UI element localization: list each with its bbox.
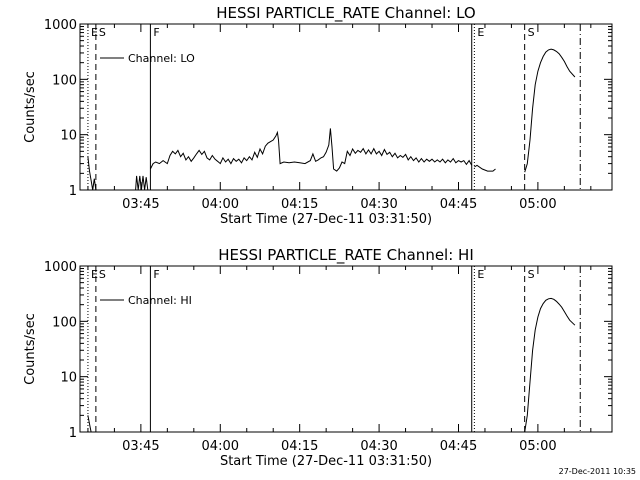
series-line [524,297,576,433]
x-tick-label: 03:45 [122,439,159,454]
panel-lo: HESSI PARTICLE_RATE Channel: LO Counts/s… [23,4,613,227]
series-line [474,164,496,172]
marker-label: S [99,26,106,39]
x-tick-label: 05:00 [519,439,556,454]
series-line [87,415,92,433]
y-tick-label: 10 [60,371,77,386]
y-tick-label: 1 [69,426,77,441]
marker-label: E [477,268,484,281]
x-tick-label: 04:00 [202,439,239,454]
axis-ticks: 03:45 04:00 04:15 04:30 04:45 05:00 1 10 100 1000 [44,18,612,212]
marker-label: F [153,268,159,281]
series-line [135,175,149,191]
x-axis-label: Start Time (27-Dec-11 03:31:50) [220,212,432,227]
y-tick-label: 1 [69,184,77,199]
x-tick-label: 04:15 [281,439,318,454]
x-tick-label: 04:45 [440,197,477,212]
series-line [87,156,97,191]
marker-label: E [477,26,484,39]
y-tick-label: 100 [52,315,77,330]
plot-frame [79,265,613,433]
footer-timestamp: 27-Dec-2011 10:35 [559,467,636,476]
series-lines [87,297,576,433]
y-tick-label: 1000 [44,260,77,275]
marker-label: S [528,26,535,39]
marker-label: E [91,268,98,281]
x-tick-label: 04:00 [202,197,239,212]
marker-label: F [153,26,159,39]
marker-label: E [91,26,98,39]
y-tick-label: 100 [52,73,77,88]
legend: Channel: LO [100,52,195,65]
x-tick-label: 04:30 [360,197,397,212]
legend: Channel: HI [100,294,192,307]
x-tick-label: 04:30 [360,439,397,454]
x-axis-label: Start Time (27-Dec-11 03:31:50) [220,454,432,469]
y-tick-label: 1000 [44,18,77,33]
x-tick-label: 03:45 [122,197,159,212]
series-line [149,128,473,172]
x-tick-label: 04:15 [281,197,318,212]
chart-title: HESSI PARTICLE_RATE Channel: HI [218,246,474,265]
axis-ticks: 03:45 04:00 04:15 04:30 04:45 05:00 1 10 100 1000 [44,260,612,454]
legend-label: Channel: LO [128,52,195,65]
panel-hi: HESSI PARTICLE_RATE Channel: HI Counts/s… [23,246,613,469]
marker-label: S [99,268,106,281]
marker-label: S [528,268,535,281]
x-tick-label: 04:45 [440,439,477,454]
y-axis-label: Counts/sec [23,313,38,385]
series-lines [87,48,576,191]
x-tick-label: 05:00 [519,197,556,212]
plot-frame [79,23,613,191]
chart-title: HESSI PARTICLE_RATE Channel: LO [216,4,475,23]
y-tick-label: 10 [60,129,77,144]
y-axis-label: Counts/sec [23,71,38,143]
series-line [524,48,576,173]
legend-label: Channel: HI [128,294,192,307]
